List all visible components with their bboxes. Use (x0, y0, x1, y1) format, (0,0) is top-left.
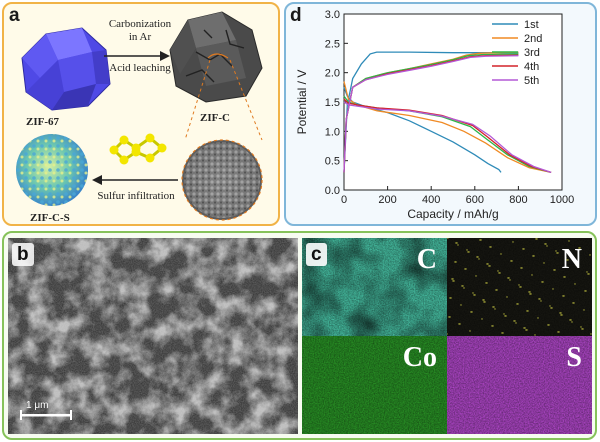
zifcs-label: ZIF-C-S (30, 212, 70, 224)
series-2nd-discharge-line (343, 81, 552, 174)
series-5th-discharge-line (343, 101, 552, 174)
zifc-sem-zoom-circle (181, 139, 263, 221)
scale-bar (20, 410, 72, 420)
eds-map-sulfur: S (447, 336, 592, 434)
eds-map-nitrogen: N (447, 238, 592, 336)
x-tick-label: 0 (341, 194, 347, 206)
y-tick-label: 3.0 (325, 9, 340, 21)
x-tick-label: 200 (378, 194, 396, 206)
legend-label-2nd: 2nd (524, 33, 542, 45)
zifc-crystal-icon (169, 11, 263, 103)
y-tick-label: 0.5 (325, 156, 340, 168)
eds-map-cobalt: Co (302, 336, 447, 434)
legend-label-1st: 1st (524, 19, 539, 31)
x-tick-label: 800 (509, 194, 527, 206)
eds-maps: C N Co S (302, 238, 592, 434)
carbonization-text: Carbonization in Ar (108, 18, 172, 43)
zif67-label: ZIF-67 (26, 116, 59, 128)
series-5th-charge-line (343, 55, 519, 173)
x-axis-label: Capacity / mAh/g (407, 207, 498, 221)
x-tick-label: 1000 (550, 194, 574, 206)
acid-leaching-text: Acid leaching (109, 62, 171, 74)
zifc-label: ZIF-C (200, 112, 230, 124)
panel-a-schematic (16, 11, 263, 221)
y-tick-label: 1.5 (325, 97, 340, 109)
sulfur-infiltration-text: Sulfur infiltration (97, 190, 175, 202)
discharge-charge-chart: 0 200 400 600 800 1000 0.0 0.5 1.0 1.5 2.0 2.5 3.0 Ca… (295, 9, 574, 221)
panel-a-label: a (9, 5, 20, 26)
x-tick-label: 400 (422, 194, 440, 206)
y-tick-label: 2.0 (325, 68, 340, 80)
zifcs-sphere-icon (16, 134, 88, 206)
sem-image (8, 238, 298, 434)
y-tick-label: 2.5 (325, 38, 340, 50)
y-axis-label: Potential / V (295, 70, 309, 135)
sulfur-molecule-icon (109, 133, 167, 165)
y-tick-label: 0.0 (325, 185, 340, 197)
legend-label-3rd: 3rd (524, 47, 540, 59)
legend-label-5th: 5th (524, 75, 539, 87)
y-tick-label: 1.0 (325, 126, 340, 138)
zif67-crystal-icon (21, 27, 111, 111)
panel-d-label: d (290, 5, 302, 26)
series-1st-charge-line (343, 51, 519, 173)
plot-area (343, 13, 563, 191)
legend-label-4th: 4th (524, 61, 539, 73)
panel-c-label: c (306, 243, 327, 266)
scale-bar-label: 1 μm (26, 400, 49, 411)
x-tick-label: 600 (466, 194, 484, 206)
panel-b-label: b (12, 243, 34, 266)
